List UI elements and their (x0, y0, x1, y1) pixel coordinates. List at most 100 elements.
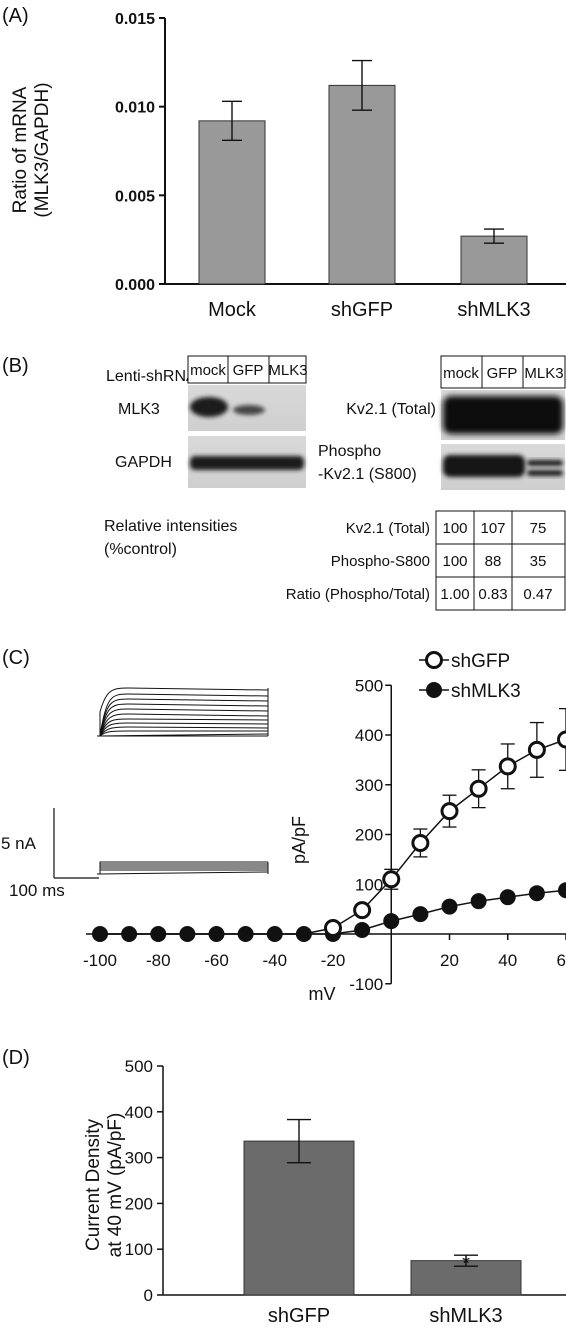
panel-c-ytick-label: -100 (349, 975, 383, 994)
panel-c-label: (C) (2, 647, 30, 669)
panel-c-xtick-label: 60 (557, 951, 566, 970)
legend-label-shmlk3: shMLK3 (451, 681, 521, 702)
panel-c-point-shgfp (413, 835, 428, 850)
panel-d-label: (D) (2, 1047, 30, 1069)
blot-label-kv21-total: Kv2.1 (Total) (346, 401, 436, 418)
intensities-row-label: Phospho-S800 (331, 553, 430, 570)
legend-label-shgfp: shGFP (451, 651, 510, 672)
panel-a-ytick-label: 0.010 (115, 100, 155, 117)
intensities-cell: 100 (442, 553, 467, 570)
panel-c-point-shmlk3 (558, 882, 566, 898)
panel-c-xtick-label: 20 (440, 951, 459, 970)
panel-c-xtick-label: 40 (498, 951, 517, 970)
panel-c-point-shmlk3 (150, 926, 166, 942)
panel-c-point-shmlk3 (92, 926, 108, 942)
panel-c-xtick-label: -100 (83, 951, 117, 970)
lane-label-mlk3: MLK3 (268, 362, 307, 379)
panel-d-ylabel-line2: at 40 mV (pA/pF) (105, 1113, 126, 1258)
lane-label-mlk3-right: MLK3 (524, 365, 563, 382)
panel-d-bar (244, 1141, 354, 1295)
scale-bar-current: 5 nA (1, 834, 37, 853)
panel-c-point-shmlk3 (412, 906, 428, 922)
panel-a-ylabel: Ratio of mRNA (MLK3/GAPDH) (10, 82, 53, 217)
panel-a-label: (A) (2, 5, 29, 27)
panel-b-label: (B) (2, 355, 29, 377)
panel-c-point-shmlk3 (442, 899, 458, 915)
current-traces-shmlk3 (97, 862, 268, 874)
panel-c-ytick-label: 300 (355, 776, 383, 795)
panel-a-category-label: shGFP (331, 299, 393, 321)
blot-left-gapdh (188, 436, 306, 488)
lane-label-mock: mock (190, 362, 226, 379)
blot-label-mlk3: MLK3 (118, 401, 160, 418)
panel-c-point-shmlk3 (354, 922, 370, 938)
intensities-cell: 35 (530, 553, 547, 570)
panel-c-point-shgfp (355, 903, 370, 918)
panel-c-point-shmlk3 (238, 926, 254, 942)
panel-a-ytick-label: 0.000 (115, 277, 155, 294)
blot-right-phospho-kv21 (441, 444, 565, 490)
panel-b: (B) Lenti-shRNA mock GFP MLK3 MLK3 GAPDH (2, 355, 565, 610)
panel-d-ylabel: Current Density at 40 mV (pA/pF) (83, 1113, 126, 1258)
panel-d: (D) Current Density at 40 mV (pA/pF) 010… (2, 1047, 566, 1327)
legend-marker-shgfp (427, 653, 442, 668)
panel-c-point-shmlk3 (267, 926, 283, 942)
panel-a-ytick-label: 0.015 (115, 11, 155, 28)
panel-c-point-shmlk3 (209, 926, 225, 942)
blot-right-kv21-total (441, 390, 565, 440)
panel-c-point-shgfp (529, 742, 544, 757)
panel-a-bar (329, 85, 395, 284)
panel-a-category-label: Mock (208, 299, 257, 321)
panel-c-point-shgfp (500, 759, 515, 774)
blot-label-phospho-line1: Phospho (318, 443, 381, 460)
intensities-cell: 1.00 (440, 586, 469, 603)
panel-d-ylabel-line1: Current Density (83, 1119, 104, 1251)
panel-a: (A) Ratio of mRNA (MLK3/GAPDH) 0.000 0.00… (2, 5, 566, 321)
panel-c-point-shgfp (471, 781, 486, 796)
panel-a-ytick-label: 0.005 (115, 188, 155, 205)
panel-a-ylabel-line1: Ratio of mRNA (10, 86, 31, 213)
panel-c-xtick-label: -40 (262, 951, 287, 970)
panel-c-xtick-label: -20 (321, 951, 346, 970)
panel-c-point-shmlk3 (383, 913, 399, 929)
panel-c-ytick-label: 200 (355, 826, 383, 845)
panel-d-ytick-label: 300 (125, 1149, 153, 1168)
panel-c-point-shmlk3 (296, 926, 312, 942)
lane-label-mock-right: mock (443, 365, 479, 382)
intensities-cell: 0.83 (478, 586, 507, 603)
panel-c-point-shgfp (442, 804, 457, 819)
panel-c-point-shmlk3 (179, 926, 195, 942)
panel-c-ytick-label: 500 (355, 676, 383, 695)
blot-left-mlk3 (188, 385, 306, 431)
panel-c-series-line-shGFP (100, 740, 566, 935)
panel-c-point-shgfp (559, 732, 566, 747)
panel-d-ytick-label: 400 (125, 1103, 153, 1122)
panel-c-point-shgfp (326, 921, 341, 936)
panel-c-legend: shGFP shMLK3 (419, 651, 521, 702)
scale-bar-time: 100 ms (9, 881, 65, 900)
intensities-row-label: Kv2.1 (Total) (346, 520, 430, 537)
blot-right-lane-header: mock GFP MLK3 (441, 356, 565, 388)
panel-d-category-label: shGFP (268, 1305, 330, 1327)
panel-a-bar (199, 121, 265, 284)
lane-label-gfp-right: GFP (487, 365, 518, 382)
panel-d-ytick-label: 100 (125, 1240, 153, 1259)
intensities-cell: 88 (485, 553, 502, 570)
panel-c-xtick-label: -80 (146, 951, 171, 970)
panel-a-ylabel-line2: (MLK3/GAPDH) (32, 82, 53, 217)
panel-c-ylabel: pA/pF (289, 816, 309, 864)
panel-c-xlabel: mV (309, 984, 336, 1004)
intensities-label-line2: (%control) (104, 541, 177, 558)
panel-d-category-label: shMLK3 (429, 1305, 502, 1327)
panel-c-plot: -100-80-60-40-20204060-10010020030040050… (83, 676, 566, 994)
intensities-cell: 107 (480, 520, 505, 537)
legend-marker-shmlk3 (426, 682, 442, 698)
panel-c-ytick-label: 400 (355, 726, 383, 745)
current-traces-shgfp (97, 688, 268, 736)
panel-d-ytick-label: 500 (125, 1057, 153, 1076)
panel-d-ytick-label: 200 (125, 1194, 153, 1213)
intensities-cell: 0.47 (523, 586, 552, 603)
